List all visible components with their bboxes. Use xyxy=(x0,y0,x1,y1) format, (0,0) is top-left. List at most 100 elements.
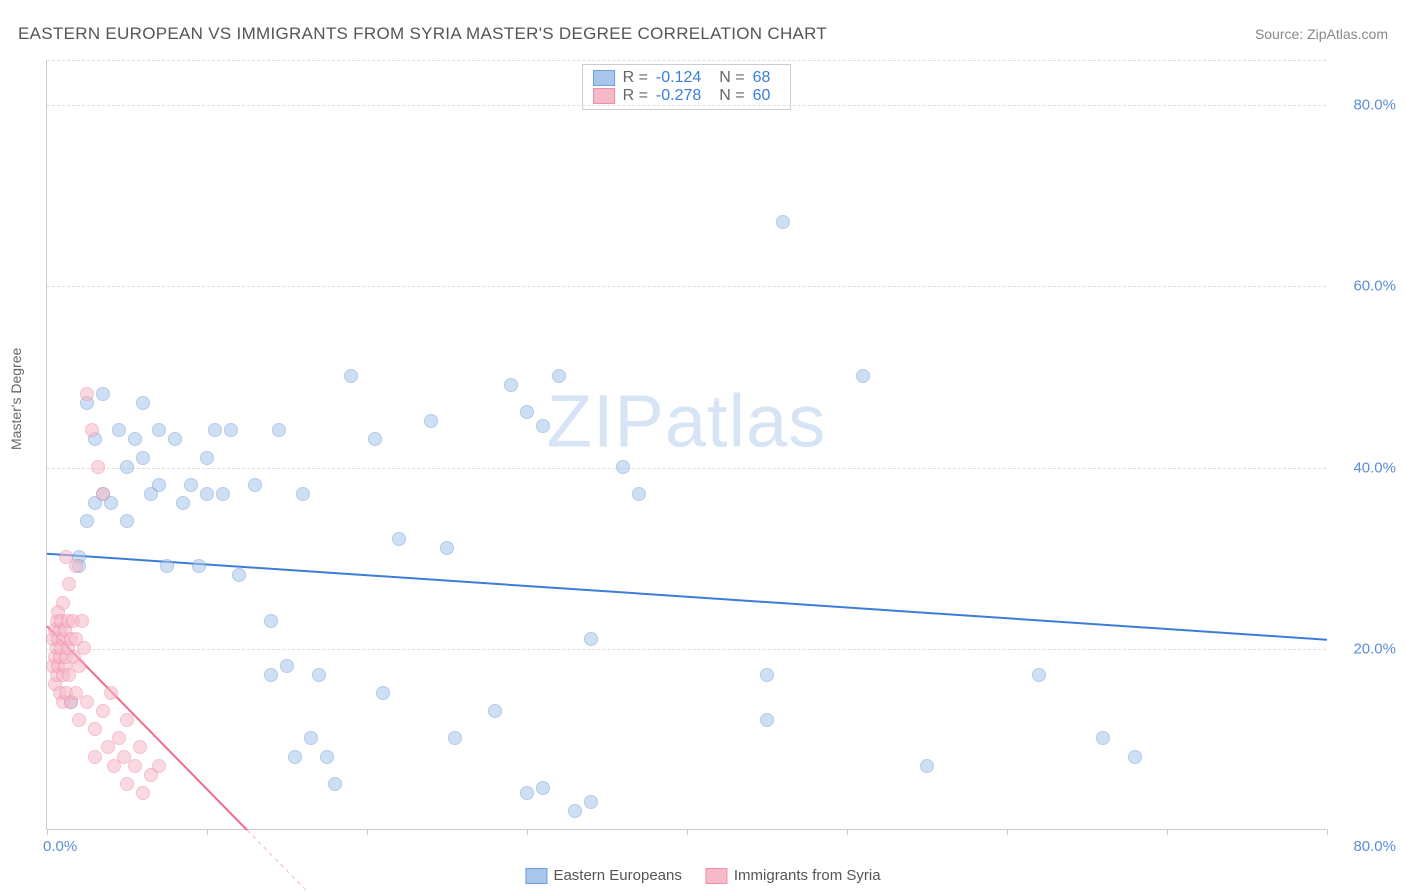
chart-source: Source: ZipAtlas.com xyxy=(1255,26,1388,42)
y-tick-label: 20.0% xyxy=(1336,640,1396,657)
data-point xyxy=(488,704,502,718)
data-point xyxy=(856,369,870,383)
legend-swatch xyxy=(706,868,728,884)
data-point xyxy=(448,731,462,745)
data-point xyxy=(112,731,126,745)
data-point xyxy=(133,740,147,754)
data-point xyxy=(264,668,278,682)
data-point xyxy=(1096,731,1110,745)
y-tick-label: 80.0% xyxy=(1336,97,1396,114)
data-point xyxy=(96,387,110,401)
data-point xyxy=(208,423,222,437)
data-point xyxy=(91,460,105,474)
data-point xyxy=(72,659,86,673)
data-point xyxy=(152,759,166,773)
legend-label: Eastern Europeans xyxy=(553,867,681,884)
data-point xyxy=(136,786,150,800)
legend-item: Eastern Europeans xyxy=(525,867,681,884)
data-point xyxy=(1032,668,1046,682)
legend-label: Immigrants from Syria xyxy=(734,867,881,884)
data-point xyxy=(920,759,934,773)
data-point xyxy=(168,432,182,446)
data-point xyxy=(376,686,390,700)
data-point xyxy=(520,786,534,800)
data-point xyxy=(536,419,550,433)
gridline xyxy=(47,286,1326,287)
data-point xyxy=(80,514,94,528)
gridline xyxy=(47,649,1326,650)
data-point xyxy=(392,532,406,546)
data-point xyxy=(296,487,310,501)
chart-title: EASTERN EUROPEAN VS IMMIGRANTS FROM SYRI… xyxy=(18,24,827,44)
data-point xyxy=(160,559,174,573)
data-point xyxy=(248,478,262,492)
data-point xyxy=(504,378,518,392)
data-point xyxy=(584,632,598,646)
data-point xyxy=(62,577,76,591)
legend-swatch xyxy=(525,868,547,884)
data-point xyxy=(120,514,134,528)
y-axis-label: Master's Degree xyxy=(8,348,24,450)
data-point xyxy=(632,487,646,501)
data-point xyxy=(77,641,91,655)
data-point xyxy=(536,781,550,795)
data-point xyxy=(152,478,166,492)
data-point xyxy=(96,487,110,501)
data-point xyxy=(136,396,150,410)
trendlines-svg xyxy=(47,60,1327,830)
data-point xyxy=(192,559,206,573)
data-point xyxy=(120,777,134,791)
data-point xyxy=(200,451,214,465)
x-tick-mark xyxy=(1327,829,1328,835)
data-point xyxy=(552,369,566,383)
x-tick-mark xyxy=(847,829,848,835)
data-point xyxy=(264,614,278,628)
data-point xyxy=(85,423,99,437)
data-point xyxy=(72,713,86,727)
x-tick-mark xyxy=(1167,829,1168,835)
gridline xyxy=(47,60,1326,61)
data-point xyxy=(776,215,790,229)
plot-area: ZIPatlas R =-0.124N =68R =-0.278N =60 20… xyxy=(46,60,1326,830)
x-tick-label: 0.0% xyxy=(43,838,77,855)
data-point xyxy=(312,668,326,682)
data-point xyxy=(75,614,89,628)
data-point xyxy=(152,423,166,437)
y-tick-label: 60.0% xyxy=(1336,278,1396,295)
data-point xyxy=(176,496,190,510)
data-point xyxy=(304,731,318,745)
data-point xyxy=(368,432,382,446)
x-tick-label: 80.0% xyxy=(1336,838,1396,855)
data-point xyxy=(760,713,774,727)
data-point xyxy=(1128,750,1142,764)
data-point xyxy=(584,795,598,809)
data-point xyxy=(424,414,438,428)
data-point xyxy=(200,487,214,501)
data-point xyxy=(328,777,342,791)
data-point xyxy=(760,668,774,682)
data-point xyxy=(88,722,102,736)
x-tick-mark xyxy=(527,829,528,835)
data-point xyxy=(88,750,102,764)
series-legend: Eastern Europeans Immigrants from Syria xyxy=(525,867,880,884)
data-point xyxy=(80,695,94,709)
data-point xyxy=(568,804,582,818)
data-point xyxy=(184,478,198,492)
data-point xyxy=(616,460,630,474)
data-point xyxy=(128,759,142,773)
data-point xyxy=(80,387,94,401)
x-tick-mark xyxy=(1007,829,1008,835)
x-tick-mark xyxy=(367,829,368,835)
data-point xyxy=(56,596,70,610)
data-point xyxy=(288,750,302,764)
x-tick-mark xyxy=(687,829,688,835)
data-point xyxy=(440,541,454,555)
data-point xyxy=(69,559,83,573)
data-point xyxy=(96,704,110,718)
data-point xyxy=(224,423,238,437)
y-tick-label: 40.0% xyxy=(1336,459,1396,476)
x-tick-mark xyxy=(47,829,48,835)
data-point xyxy=(320,750,334,764)
gridline xyxy=(47,105,1326,106)
data-point xyxy=(520,405,534,419)
